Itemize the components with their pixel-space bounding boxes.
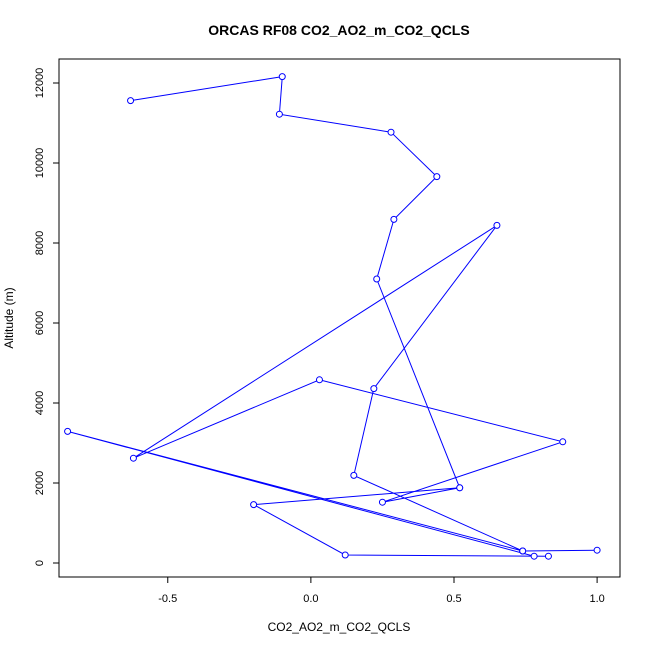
data-point xyxy=(544,552,552,560)
data-point xyxy=(387,128,395,136)
data-point xyxy=(593,546,601,554)
data-point xyxy=(350,471,358,479)
series-line xyxy=(67,76,598,557)
series-layer xyxy=(64,73,601,560)
data-point xyxy=(456,484,464,492)
y-tick-label: 0 xyxy=(34,560,46,566)
x-tick-label: -0.5 xyxy=(158,593,177,605)
data-point xyxy=(250,501,258,509)
data-point xyxy=(275,110,283,118)
chart-title: ORCAS RF08 CO2_AO2_m_CO2_QCLS xyxy=(208,22,469,38)
plot-frame xyxy=(58,58,621,578)
data-point xyxy=(127,97,135,105)
y-tick-label: 6000 xyxy=(34,311,46,335)
y-tick-label: 10000 xyxy=(34,148,46,179)
data-point xyxy=(278,73,286,81)
data-point xyxy=(559,438,567,446)
data-point xyxy=(530,552,538,560)
y-tick-label: 12000 xyxy=(34,68,46,99)
x-axis-label: CO2_AO2_m_CO2_QCLS xyxy=(268,620,411,634)
y-axis-label: Altitude (m) xyxy=(2,287,16,348)
data-point xyxy=(433,173,441,181)
data-point xyxy=(493,221,501,229)
data-point xyxy=(373,275,381,283)
data-point xyxy=(64,427,72,435)
data-point xyxy=(370,385,378,393)
data-point xyxy=(129,454,137,462)
x-tick-label: 0.5 xyxy=(446,593,461,605)
y-tick-label: 4000 xyxy=(34,391,46,415)
x-axis: -0.5 0.0 0.5 1.0 xyxy=(158,576,605,605)
data-point xyxy=(378,498,386,506)
y-axis: 0 2000 4000 6000 8000 10000 12000 xyxy=(34,68,60,566)
y-tick-label: 8000 xyxy=(34,231,46,255)
y-tick-label: 2000 xyxy=(34,471,46,495)
x-tick-label: 1.0 xyxy=(589,593,604,605)
x-tick-label: 0.0 xyxy=(303,593,318,605)
data-point xyxy=(519,547,527,555)
data-point xyxy=(390,215,398,223)
data-point xyxy=(341,551,349,559)
data-point xyxy=(315,376,323,384)
